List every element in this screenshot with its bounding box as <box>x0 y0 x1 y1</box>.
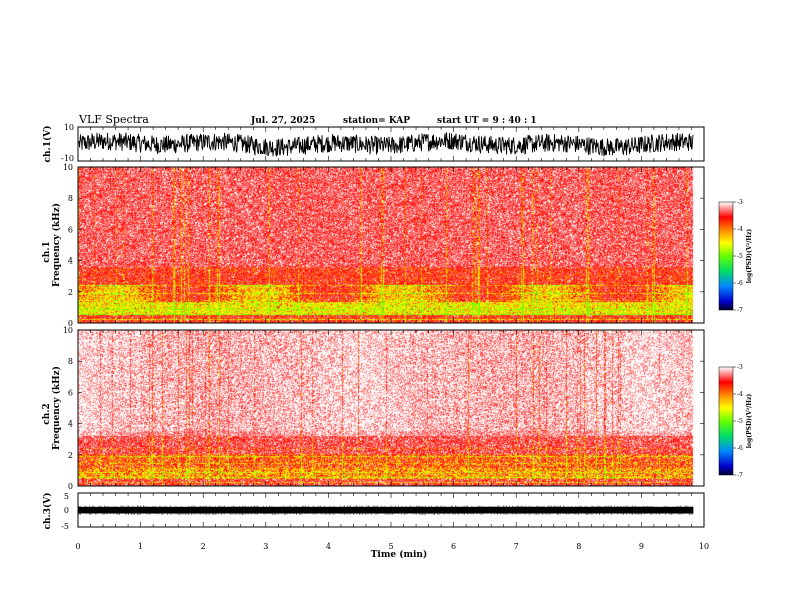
x-tick-label: 1 <box>138 542 143 551</box>
y-tick-label: 0 <box>68 319 73 328</box>
x-tick-label: 0 <box>75 542 80 551</box>
x-tick-label: 10 <box>699 542 709 551</box>
y-tick-label: 8 <box>68 194 73 203</box>
y-tick-label: 4 <box>68 420 73 429</box>
ch1-colorbar-label: log(PSD)(V²/Hz) <box>746 229 753 284</box>
ch2-channel-label: ch.2 <box>42 403 52 424</box>
ch2-spectrogram-ticks <box>77 330 705 486</box>
ch1-channel-label: ch.1 <box>42 241 52 262</box>
x-tick-label: 6 <box>451 542 456 551</box>
ch2-colorbar-gradient <box>718 366 734 476</box>
x-tick-label: 9 <box>639 542 644 551</box>
x-tick-label: 3 <box>263 542 268 551</box>
y-tick-label: 2 <box>68 288 73 297</box>
x-tick-label: 8 <box>576 542 581 551</box>
ch3-waveform-panel: 5 0 -5 ch.3(V) <box>42 492 705 531</box>
x-axis-tick-labels: 0 1 2 3 4 5 6 7 8 9 10 <box>75 542 709 551</box>
date-label: Jul. 27, 2025 <box>250 116 315 126</box>
colorbar-tick-label: -7 <box>737 472 743 479</box>
x-tick-label: 2 <box>201 542 206 551</box>
colorbar-tick-label: -5 <box>737 253 743 260</box>
start-time-label: start UT = 9 : 40 : 1 <box>437 116 537 126</box>
colorbar-tick-label: -6 <box>737 280 743 287</box>
ch2-spectrogram-image <box>78 330 704 486</box>
ch3-waveform-ticks <box>77 493 705 527</box>
ch1-ytick-top: 10 <box>64 123 74 132</box>
ch3-waveform-trace <box>78 506 694 514</box>
ch1-spectrogram-panel: 0 2 4 6 8 10 ch.1 Frequency (kHz) <box>42 163 705 328</box>
y-tick-label: 4 <box>68 257 73 266</box>
ch1-spectrogram-ticks <box>77 167 705 323</box>
ch2-colorbar: -3 -4 -5 -6 -7 log(PSD)(V²/Hz) <box>718 364 753 479</box>
y-tick-label: 0 <box>68 482 73 491</box>
ch3-waveform-noise <box>78 505 693 515</box>
colorbar-tick-label: -4 <box>737 391 743 398</box>
ch3-ytick-bottom: -5 <box>61 522 69 531</box>
ch3-waveform-ylabel: ch.3(V) <box>42 493 53 530</box>
ch2-spectrogram-panel: 0 2 4 6 8 10 ch.2 Frequency (kHz) <box>42 326 705 491</box>
colorbar-tick-label: -5 <box>737 418 743 425</box>
ch1-spectrogram-image <box>78 167 704 323</box>
ch1-colorbar-gradient <box>718 201 734 311</box>
station-label: station= KAP <box>343 116 410 126</box>
colorbar-tick-label: -6 <box>737 445 743 452</box>
x-tick-label: 4 <box>326 542 331 551</box>
y-tick-label: 6 <box>68 225 73 234</box>
x-axis-label: Time (min) <box>371 549 428 560</box>
ch1-waveform-trace <box>78 132 694 158</box>
ch1-frequency-label: Frequency (kHz) <box>51 203 62 287</box>
colorbar-tick-label: -4 <box>737 226 743 233</box>
colorbar-tick-label: -3 <box>737 364 743 371</box>
ch1-colorbar-ticks: -3 -4 -5 -6 -7 <box>733 199 743 314</box>
x-tick-label: 7 <box>514 542 519 551</box>
y-tick-label: 8 <box>68 357 73 366</box>
ch3-ytick-top: 5 <box>64 492 69 501</box>
ch2-spectrogram-yticks: 0 2 4 6 8 10 <box>63 326 704 491</box>
y-tick-label: 2 <box>68 451 73 460</box>
ch3-ytick-mid: 0 <box>64 506 69 515</box>
y-tick-label: 10 <box>63 326 73 335</box>
ch1-ytick-bottom: -10 <box>61 154 74 163</box>
ch2-frequency-label: Frequency (kHz) <box>51 366 62 450</box>
ch1-waveform-panel: 10 -10 ch.1(V) <box>42 123 705 163</box>
x-tick-label: 5 <box>388 542 393 551</box>
ch2-colorbar-label: log(PSD)(V²/Hz) <box>746 394 753 449</box>
ch2-colorbar-ticks: -3 -4 -5 -6 -7 <box>733 364 743 479</box>
ch1-waveform-ticks <box>77 127 705 161</box>
ch1-colorbar: -3 -4 -5 -6 -7 log(PSD)(V²/Hz) <box>718 199 753 314</box>
y-tick-label: 6 <box>68 388 73 397</box>
y-tick-label: 10 <box>63 163 73 172</box>
ch1-waveform-ylabel: ch.1(V) <box>42 126 53 163</box>
figure-title: VLF Spectra <box>78 113 149 126</box>
ch1-spectrogram-yticks: 0 2 4 6 8 10 <box>63 163 704 328</box>
colorbar-tick-label: -7 <box>737 307 743 314</box>
colorbar-tick-label: -3 <box>737 199 743 206</box>
